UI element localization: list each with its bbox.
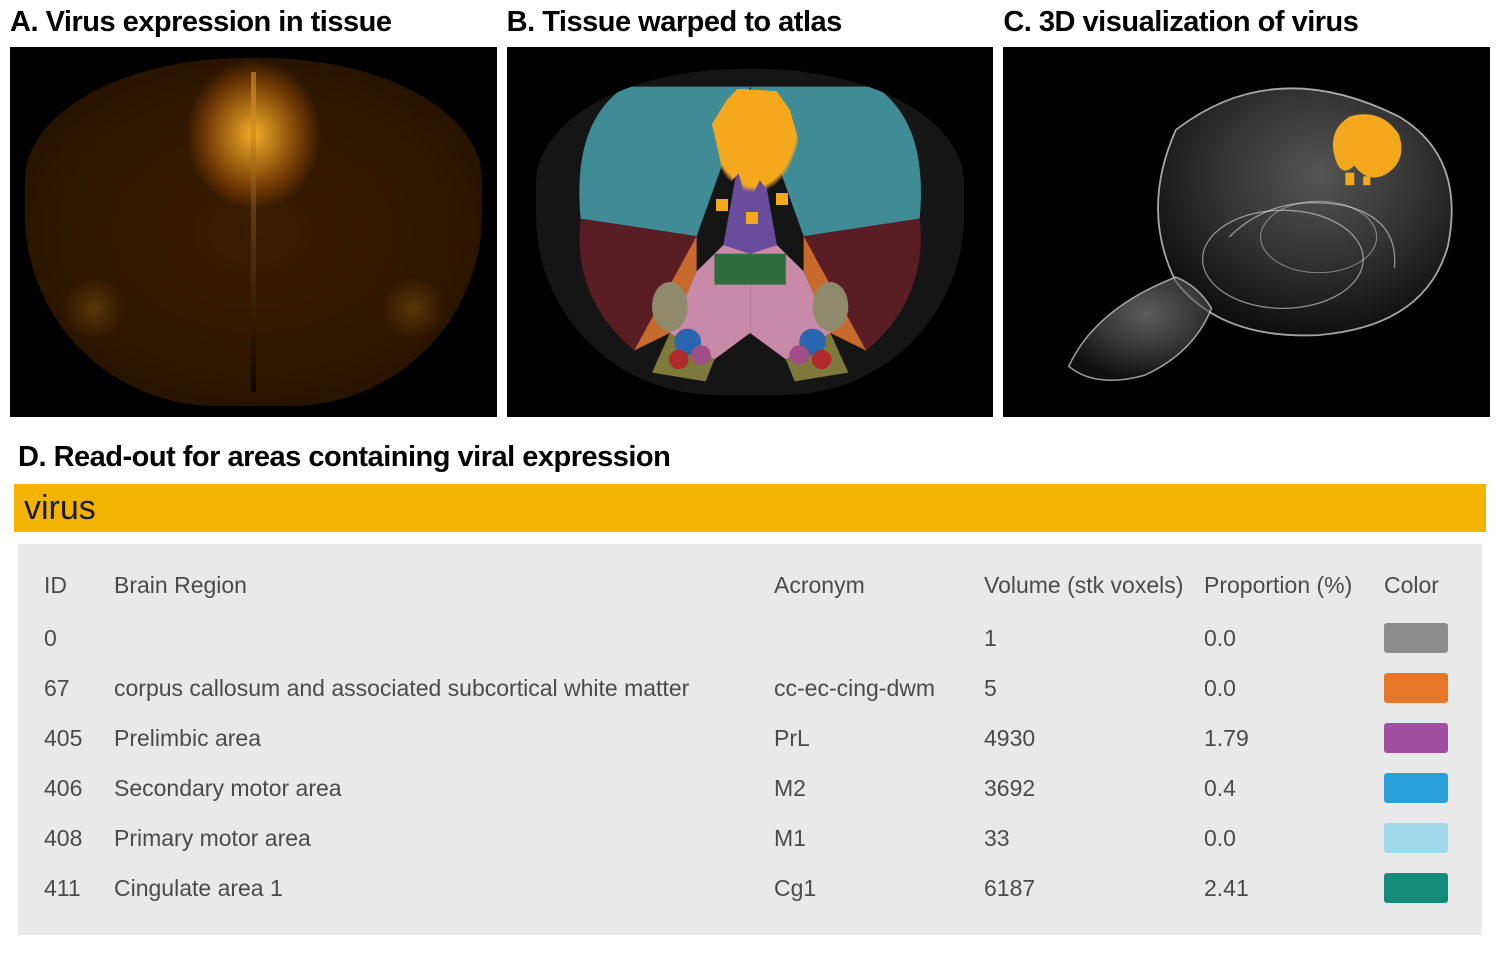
cell-color — [1380, 713, 1460, 763]
virus-badge: virus — [14, 484, 1486, 532]
atlas-region — [652, 282, 688, 331]
panel-d-title: D. Read-out for areas containing viral e… — [0, 417, 1500, 484]
panel-b-label-prefix: B. — [507, 6, 535, 38]
panel-b-title: B. Tissue warped to atlas — [507, 0, 994, 47]
cell-id: 0 — [40, 613, 110, 663]
atlas-region — [812, 282, 848, 331]
cell-region: Cingulate area 1 — [110, 863, 770, 913]
cell-id: 405 — [40, 713, 110, 763]
cell-proportion: 0.4 — [1200, 763, 1380, 813]
virus-overlay-pixel — [716, 199, 728, 211]
cell-id: 408 — [40, 813, 110, 863]
table-row: 405Prelimbic areaPrL49301.79 — [40, 713, 1460, 763]
panel-c-title: C. 3D visualization of virus — [1003, 0, 1490, 47]
atlas-region — [669, 350, 689, 369]
cell-color — [1380, 813, 1460, 863]
cell-volume: 3692 — [980, 763, 1200, 813]
table-row: 67corpus callosum and associated subcort… — [40, 663, 1460, 713]
table-row: 010.0 — [40, 613, 1460, 663]
color-swatch — [1384, 623, 1448, 653]
cell-region: Secondary motor area — [110, 763, 770, 813]
cell-volume: 5 — [980, 663, 1200, 713]
table-row: 408Primary motor areaM1330.0 — [40, 813, 1460, 863]
cell-id: 67 — [40, 663, 110, 713]
atlas-brain-slice — [536, 69, 964, 395]
cell-proportion: 1.79 — [1200, 713, 1380, 763]
cell-proportion: 0.0 — [1200, 613, 1380, 663]
cell-region: Prelimbic area — [110, 713, 770, 763]
cell-acronym: cc-ec-cing-dwm — [770, 663, 980, 713]
panel-a: A. Virus expression in tissue — [10, 0, 497, 417]
cell-acronym: M1 — [770, 813, 980, 863]
table-body: 010.067corpus callosum and associated su… — [40, 613, 1460, 913]
cell-region — [110, 613, 770, 663]
panel-a-label-prefix: A. — [10, 6, 38, 38]
color-swatch — [1384, 873, 1448, 903]
atlas-region — [691, 346, 711, 365]
cell-volume: 1 — [980, 613, 1200, 663]
readout-table: ID Brain Region Acronym Volume (stk voxe… — [40, 564, 1460, 913]
panel-c: C. 3D visualization of virus — [1003, 0, 1490, 417]
col-header-acronym: Acronym — [770, 564, 980, 613]
atlas-region — [789, 346, 809, 365]
panel-a-label-text: Virus expression in tissue — [46, 6, 392, 38]
color-swatch — [1384, 723, 1448, 753]
panel-row: A. Virus expression in tissue B. Tissue … — [0, 0, 1500, 417]
panel-b-label-text: Tissue warped to atlas — [542, 6, 842, 38]
readout-table-container: ID Brain Region Acronym Volume (stk voxe… — [18, 544, 1482, 935]
color-swatch — [1384, 773, 1448, 803]
col-header-proportion: Proportion (%) — [1200, 564, 1380, 613]
virus-badge-label: virus — [24, 489, 96, 528]
cell-proportion: 0.0 — [1200, 813, 1380, 863]
cell-volume: 33 — [980, 813, 1200, 863]
col-header-volume: Volume (stk voxels) — [980, 564, 1200, 613]
virus-overlay-pixel — [746, 212, 758, 224]
panel-a-image — [10, 47, 497, 417]
cell-proportion: 2.41 — [1200, 863, 1380, 913]
brain-3d-render — [1042, 66, 1470, 399]
panel-c-image — [1003, 47, 1490, 417]
color-swatch — [1384, 673, 1448, 703]
panel-c-label-prefix: C. — [1003, 6, 1031, 38]
brain-3d-svg — [1042, 66, 1470, 399]
cell-id: 411 — [40, 863, 110, 913]
cell-region: Primary motor area — [110, 813, 770, 863]
virus-overlay-pixel — [776, 193, 788, 205]
cell-acronym: PrL — [770, 713, 980, 763]
cell-volume: 6187 — [980, 863, 1200, 913]
col-header-id: ID — [40, 564, 110, 613]
cell-id: 406 — [40, 763, 110, 813]
col-header-color: Color — [1380, 564, 1460, 613]
cell-acronym: Cg1 — [770, 863, 980, 913]
cell-color — [1380, 613, 1460, 663]
brain-3d-stem — [1069, 277, 1212, 380]
cell-color — [1380, 663, 1460, 713]
panel-a-title: A. Virus expression in tissue — [10, 0, 497, 47]
cell-region: corpus callosum and associated subcortic… — [110, 663, 770, 713]
table-header: ID Brain Region Acronym Volume (stk voxe… — [40, 564, 1460, 613]
panel-c-label-text: 3D visualization of virus — [1039, 6, 1358, 38]
table-row: 406Secondary motor areaM236920.4 — [40, 763, 1460, 813]
atlas-region — [812, 350, 832, 369]
cell-color — [1380, 763, 1460, 813]
panel-b: B. Tissue warped to atlas — [507, 0, 994, 417]
cell-proportion: 0.0 — [1200, 663, 1380, 713]
cell-volume: 4930 — [980, 713, 1200, 763]
fluorescent-brain-slice — [25, 58, 482, 406]
color-swatch — [1384, 823, 1448, 853]
panel-b-image — [507, 47, 994, 417]
cell-acronym — [770, 613, 980, 663]
panel-d-label-prefix: D. — [18, 441, 46, 473]
col-header-region: Brain Region — [110, 564, 770, 613]
cell-acronym: M2 — [770, 763, 980, 813]
cell-color — [1380, 863, 1460, 913]
atlas-region — [714, 254, 785, 285]
table-row: 411Cingulate area 1Cg161872.41 — [40, 863, 1460, 913]
panel-d-label-text: Read-out for areas containing viral expr… — [54, 441, 671, 473]
